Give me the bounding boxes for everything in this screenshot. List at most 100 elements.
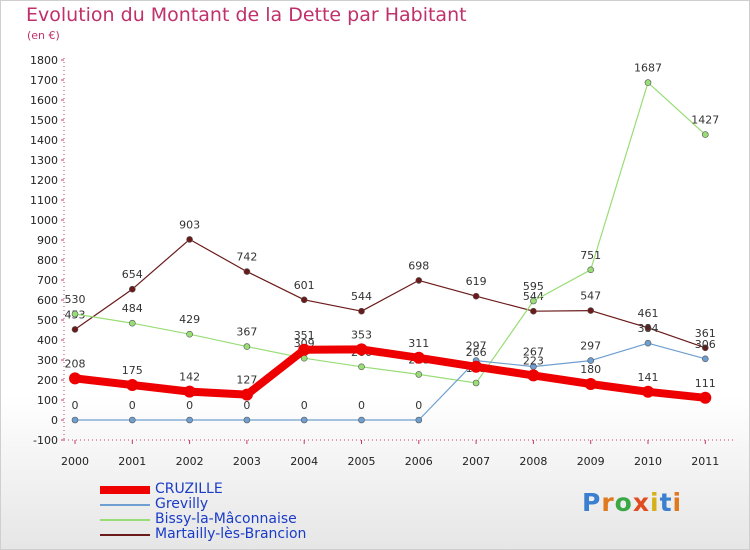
data-point xyxy=(183,385,196,398)
data-point xyxy=(415,416,423,424)
data-point xyxy=(472,292,480,300)
chart-title: Evolution du Montant de la Dette par Hab… xyxy=(26,4,467,26)
data-point xyxy=(71,326,79,333)
data-label: 0 xyxy=(358,399,365,412)
y-tick-label: 400 xyxy=(37,334,58,347)
data-label: 0 xyxy=(129,399,136,412)
legend-label: CRUZILLE xyxy=(155,481,223,497)
data-point xyxy=(527,369,540,382)
data-point xyxy=(358,416,365,424)
y-tick-label: 500 xyxy=(37,314,58,327)
x-tick-label: 2001 xyxy=(118,455,146,468)
y-tick-label: 600 xyxy=(37,294,58,307)
data-point xyxy=(300,416,308,424)
data-point xyxy=(587,266,595,274)
y-tick-label: 300 xyxy=(37,354,58,367)
data-label: 544 xyxy=(351,290,372,303)
legend-label: Martailly-lès-Brancion xyxy=(155,526,307,542)
data-label: 654 xyxy=(122,268,143,281)
series-line-bissy-la-m-connaise xyxy=(74,81,706,384)
data-point xyxy=(186,330,193,338)
y-tick-label: 1400 xyxy=(30,134,58,147)
data-point xyxy=(701,344,709,352)
data-label: 297 xyxy=(580,340,601,353)
x-tick-label: 2010 xyxy=(634,455,662,468)
x-tick-label: 2002 xyxy=(176,455,204,468)
proxiti-logo: Proxiti xyxy=(582,488,683,517)
legend-label: Bissy-la-Mâconnaise xyxy=(155,511,297,527)
x-tick-label: 2008 xyxy=(519,455,547,468)
x-tick-label: 2000 xyxy=(61,455,89,468)
data-label: 367 xyxy=(236,326,257,339)
data-label: 698 xyxy=(408,259,429,272)
data-point xyxy=(300,296,308,304)
series-line-cruzille xyxy=(74,345,706,402)
legend-swatch xyxy=(100,504,150,506)
x-tick-label: 2005 xyxy=(348,455,376,468)
data-point xyxy=(701,131,709,138)
data-point xyxy=(530,297,537,305)
data-label: 0 xyxy=(72,399,79,412)
data-label: 311 xyxy=(408,337,429,350)
data-label: 619 xyxy=(466,275,487,288)
data-point xyxy=(243,416,251,424)
data-point xyxy=(587,307,595,314)
legend-label: Grevilly xyxy=(155,496,209,512)
data-label: 0 xyxy=(186,399,193,412)
data-label: 751 xyxy=(580,249,601,262)
series-line-grevilly xyxy=(75,342,706,421)
y-tick-label: 1700 xyxy=(30,74,58,87)
data-point xyxy=(69,372,81,385)
data-point xyxy=(644,79,652,86)
data-point xyxy=(530,307,537,315)
data-label: 742 xyxy=(236,251,257,264)
data-label: 297 xyxy=(466,340,487,353)
data-label: 208 xyxy=(65,357,86,370)
data-label: 175 xyxy=(122,364,143,377)
y-tick-label: 1300 xyxy=(30,154,58,167)
data-point xyxy=(186,236,193,243)
data-point xyxy=(470,360,483,373)
x-tick-label: 2004 xyxy=(290,455,318,468)
data-point xyxy=(298,343,311,356)
x-tick-label: 2007 xyxy=(462,455,490,468)
data-label: 127 xyxy=(236,374,257,387)
data-label: 384 xyxy=(638,322,659,335)
data-label: 351 xyxy=(294,329,315,342)
data-label: 111 xyxy=(695,377,716,390)
x-tick-label: 2011 xyxy=(691,455,719,468)
data-label: 903 xyxy=(179,218,200,231)
data-point xyxy=(129,285,136,293)
data-label: 547 xyxy=(580,290,601,303)
x-tick-label: 2003 xyxy=(233,455,261,468)
data-label: 353 xyxy=(351,328,372,341)
y-tick-label: 1200 xyxy=(30,174,58,187)
data-label: 429 xyxy=(179,313,200,326)
data-point xyxy=(186,416,193,424)
y-tick-label: 100 xyxy=(37,394,58,407)
data-label: 267 xyxy=(523,346,544,359)
x-tick-label: 2006 xyxy=(405,455,433,468)
data-label: 0 xyxy=(301,399,308,412)
data-label: 141 xyxy=(638,371,659,384)
y-tick-label: 900 xyxy=(37,234,58,247)
y-tick-label: 0 xyxy=(51,414,58,427)
data-point xyxy=(129,416,136,424)
data-point xyxy=(126,379,139,391)
data-point xyxy=(584,378,597,390)
data-label: 544 xyxy=(523,290,544,303)
x-tick-label: 2009 xyxy=(577,455,605,468)
legend-swatch xyxy=(100,486,150,494)
data-point xyxy=(243,343,251,350)
data-point xyxy=(644,324,652,332)
data-label: 361 xyxy=(695,327,716,340)
data-label: 461 xyxy=(638,307,659,320)
legend-swatch xyxy=(100,534,150,536)
data-label: 142 xyxy=(179,371,200,384)
y-tick-label: 200 xyxy=(37,374,58,387)
data-point xyxy=(358,363,365,371)
data-point xyxy=(71,310,79,318)
y-tick-label: 800 xyxy=(37,254,58,267)
data-point xyxy=(701,355,709,363)
data-point xyxy=(699,391,712,404)
